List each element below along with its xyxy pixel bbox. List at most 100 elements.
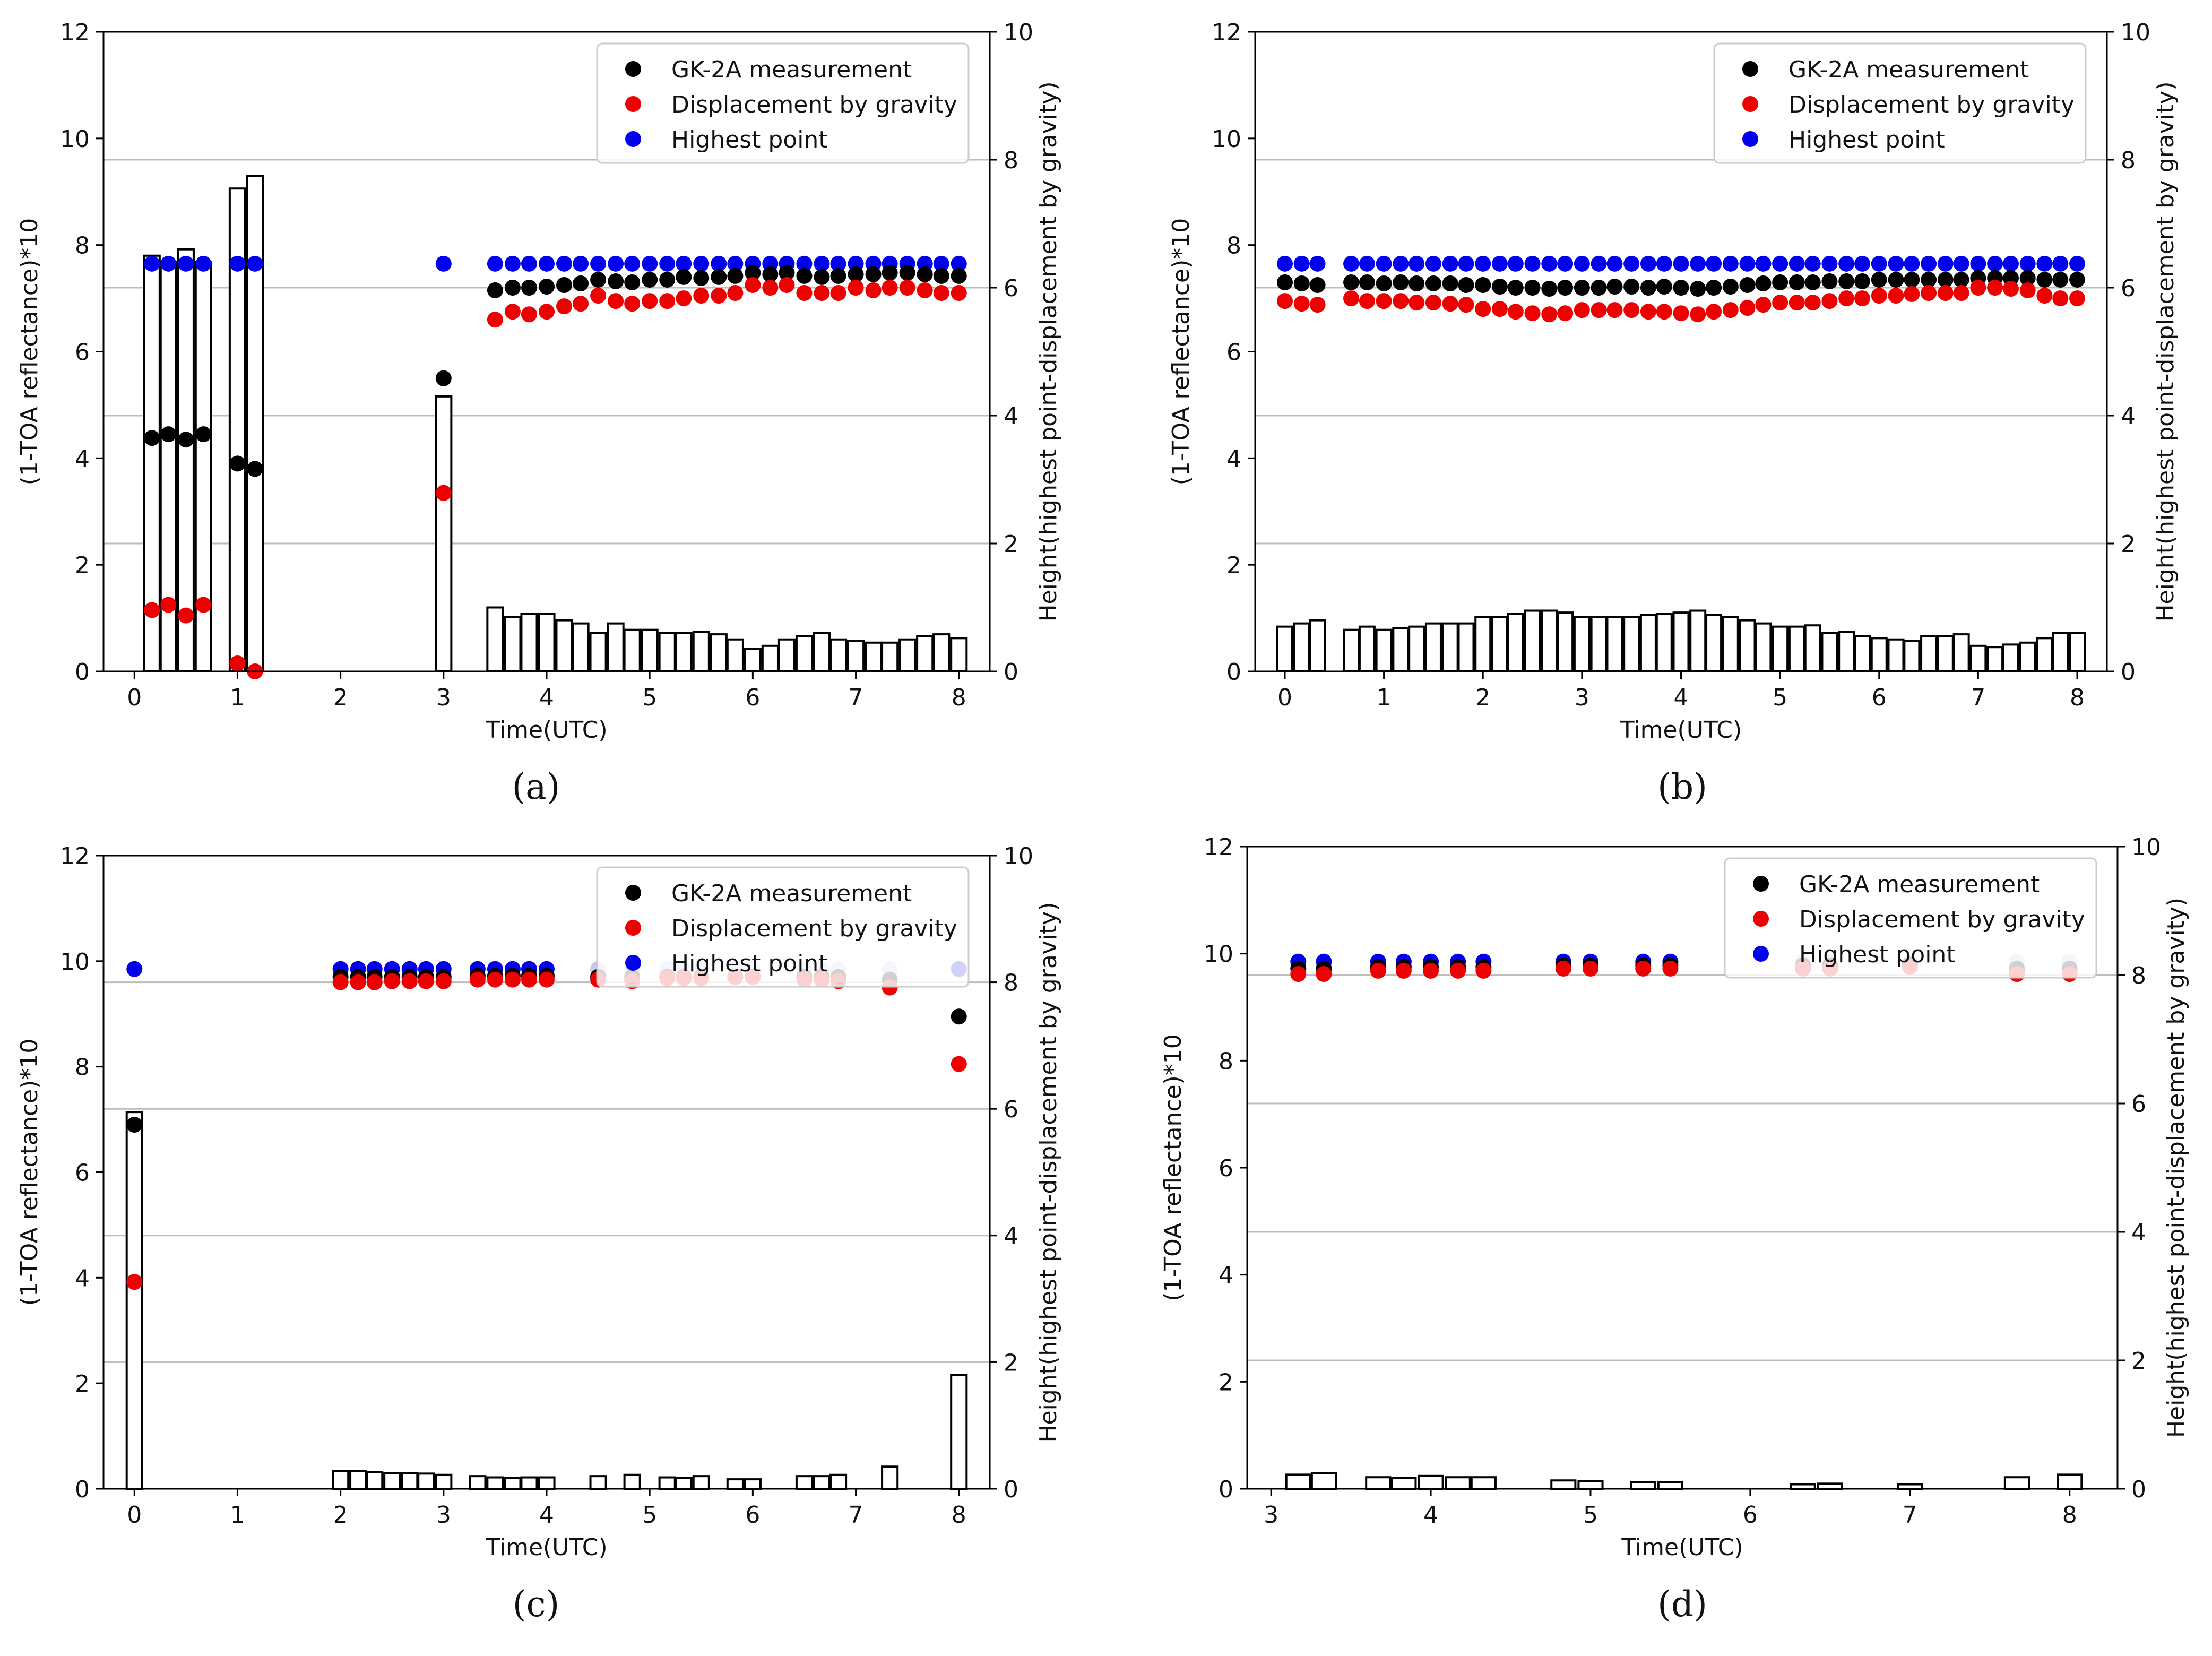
- x-axis-label: Time(UTC): [485, 717, 607, 744]
- point-displacement-by-gravity: [1673, 305, 1689, 322]
- point-highest-point: [247, 255, 263, 272]
- height-bar: [1804, 624, 1821, 672]
- x-axis-label: Time(UTC): [1621, 1534, 1743, 1561]
- height-bar: [1772, 625, 1789, 673]
- legend: GK-2A measurement Displacement by gravity…: [596, 42, 970, 164]
- point-gk-2a-measurement: [1953, 271, 1969, 288]
- point-highest-point: [1970, 255, 1986, 272]
- height-bar: [658, 632, 676, 672]
- point-gk-2a-measurement: [1788, 274, 1805, 290]
- height-bar: [1358, 625, 1376, 673]
- point-displacement-by-gravity: [1370, 962, 1386, 979]
- point-gk-2a-measurement: [1359, 274, 1375, 290]
- height-bar: [2019, 641, 2036, 673]
- point-displacement-by-gravity: [1804, 295, 1821, 311]
- point-highest-point: [1755, 255, 1772, 272]
- point-displacement-by-gravity: [1309, 297, 1326, 313]
- point-displacement-by-gravity: [693, 288, 710, 304]
- height-bar: [1788, 625, 1805, 673]
- point-gk-2a-measurement: [762, 266, 779, 282]
- point-highest-point: [1557, 255, 1574, 272]
- point-displacement-by-gravity: [1359, 293, 1375, 309]
- point-displacement-by-gravity: [917, 282, 933, 299]
- point-displacement-by-gravity: [1706, 304, 1722, 320]
- point-displacement-by-gravity: [1953, 285, 1969, 301]
- legend-entry: GK-2A measurement: [1788, 56, 2029, 83]
- legend-box: [596, 42, 970, 164]
- point-gk-2a-measurement: [126, 1117, 143, 1133]
- legend-entry: Highest point: [671, 126, 828, 153]
- point-displacement-by-gravity: [350, 974, 366, 990]
- height-bar: [898, 638, 917, 672]
- x-tick-label: 6: [745, 684, 760, 711]
- point-displacement-by-gravity: [2036, 288, 2053, 304]
- point-displacement-by-gravity: [676, 290, 692, 307]
- height-bar: [1689, 609, 1707, 673]
- left-tick-label: 8: [1219, 1048, 1233, 1075]
- height-bar: [366, 1471, 384, 1490]
- point-displacement-by-gravity: [487, 971, 503, 988]
- point-displacement-by-gravity: [2002, 281, 2019, 297]
- height-bar: [589, 1475, 607, 1490]
- point-gk-2a-measurement: [1739, 277, 1756, 293]
- right-axis-label: Height(highest point-displacement by gra…: [2152, 81, 2179, 622]
- point-displacement-by-gravity: [814, 285, 830, 301]
- point-highest-point: [796, 255, 813, 272]
- point-displacement-by-gravity: [951, 1056, 967, 1072]
- point-gk-2a-measurement: [865, 266, 882, 282]
- height-bar: [1639, 614, 1657, 672]
- point-displacement-by-gravity: [659, 293, 676, 309]
- height-bar: [555, 619, 573, 672]
- left-tick-label: 2: [1226, 552, 1241, 579]
- point-highest-point: [1673, 255, 1689, 272]
- height-bar: [777, 638, 796, 672]
- point-displacement-by-gravity: [1888, 288, 1904, 304]
- point-gk-2a-measurement: [1690, 281, 1706, 297]
- point-gk-2a-measurement: [642, 271, 658, 288]
- point-highest-point: [1343, 255, 1360, 272]
- point-gk-2a-measurement: [830, 268, 846, 284]
- height-bar: [1470, 1476, 1497, 1490]
- x-tick-label: 3: [436, 1502, 451, 1529]
- x-tick-label: 5: [642, 1502, 657, 1529]
- right-tick-label: 8: [1004, 147, 1018, 174]
- height-bar: [2002, 643, 2019, 673]
- point-highest-point: [693, 255, 710, 272]
- height-bar: [1457, 622, 1475, 672]
- legend-marker: [1753, 911, 1769, 927]
- point-displacement-by-gravity: [435, 485, 452, 501]
- height-bar: [1952, 633, 1970, 672]
- x-axis-label: Time(UTC): [485, 1534, 607, 1561]
- height-bar: [881, 641, 899, 673]
- point-displacement-by-gravity: [1921, 285, 1937, 301]
- point-displacement-by-gravity: [1316, 965, 1332, 982]
- point-highest-point: [1953, 255, 1969, 272]
- x-tick-label: 1: [1377, 684, 1392, 711]
- point-highest-point: [1442, 255, 1458, 272]
- point-displacement-by-gravity: [1376, 293, 1392, 309]
- height-bar: [246, 175, 264, 672]
- height-bar: [829, 638, 848, 672]
- point-gk-2a-measurement: [160, 426, 177, 443]
- height-bar: [692, 1475, 710, 1490]
- x-tick-label: 4: [1423, 1502, 1438, 1529]
- x-tick-label: 3: [1264, 1502, 1278, 1529]
- left-tick-label: 12: [60, 19, 90, 46]
- point-highest-point: [1491, 255, 1508, 272]
- height-bar: [2057, 1473, 2083, 1490]
- height-bar: [589, 632, 607, 672]
- left-tick-label: 6: [75, 339, 90, 366]
- point-highest-point: [573, 255, 589, 272]
- legend-marker: [625, 131, 641, 147]
- point-gk-2a-measurement: [2069, 271, 2086, 288]
- legend-marker: [1753, 876, 1769, 892]
- height-bar: [2052, 632, 2069, 672]
- height-bar: [538, 613, 556, 673]
- legend-marker: [1742, 96, 1758, 112]
- right-tick-label: 2: [2131, 1348, 2146, 1375]
- point-displacement-by-gravity: [899, 280, 915, 296]
- point-displacement-by-gravity: [1623, 302, 1640, 318]
